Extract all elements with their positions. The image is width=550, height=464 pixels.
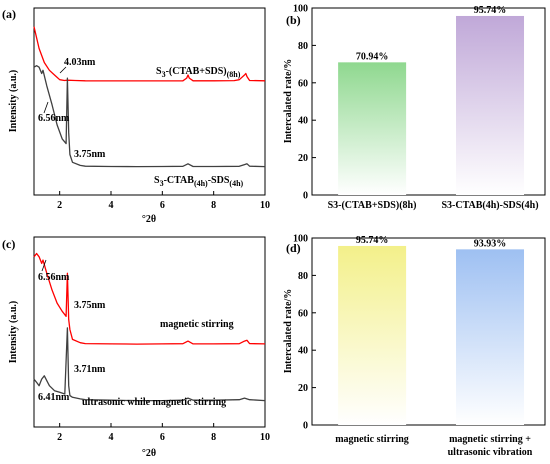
panel-b-y-tick-label: 0 (303, 191, 308, 202)
panel-b-bar-value-label: 95.74% (474, 5, 507, 16)
panel-a-x-tick-label: 6 (160, 200, 165, 211)
panel-d-bar-value-label: 93.93% (474, 238, 507, 249)
panel-d-y-tick-label: 20 (298, 383, 308, 394)
panel-d-y-tick-label: 60 (298, 308, 308, 319)
panel-c-x-tick-label: 8 (211, 432, 216, 443)
panel-c-y-axis-label: Intensity (a.u.) (8, 301, 19, 364)
panel-b-y-tick-label: 40 (298, 116, 308, 127)
panel-a-series-label-red: S3-(CTAB+SDS)(8h) (156, 66, 241, 79)
panel-a-series (33, 26, 266, 168)
panel-b-frame (311, 7, 546, 196)
panel-c-series-line-2 (33, 327, 266, 402)
panel-a-frame (33, 7, 266, 196)
panel-c-annotation-3.75nm: 3.75nm (74, 300, 106, 311)
panel-b-category-label: S3-CTAB(4h)-SDS(4h) (441, 200, 538, 211)
panel-b-bar (456, 15, 525, 195)
panel-c-x-tick-label: 2 (57, 432, 62, 443)
panel-a-x-tick-label: 2 (57, 200, 62, 211)
panel-c-series-label-gray: ultrasonic while magnetic stirring (82, 397, 226, 408)
panel-d-y-tick-label: 80 (298, 271, 308, 282)
panel-d-category-label-line1: magnetic stirring + (449, 434, 531, 445)
panel-d-frame (311, 237, 546, 426)
panel-a-x-axis-label: °2θ (142, 214, 156, 225)
panel-c-x-tick-label: 10 (260, 432, 270, 443)
panel-b-category-label: S3-(CTAB+SDS)(8h) (328, 200, 417, 211)
panel-b-y-axis-label: Intercalated rate/% (283, 59, 294, 144)
panel-d-y-axis-label: Intercalated rate/% (283, 289, 294, 374)
panel-a-x-tick-label: 4 (109, 200, 114, 211)
panel-a-annotation-6.56nm: 6.56nm (38, 113, 70, 124)
panel-c-annotation-3.71nm: 3.71nm (74, 364, 106, 375)
panel-a-xrd-plot: (a) 2 4 6 8 10 Intensity (a.u.) °2θ 4.03nm 6… (2, 7, 270, 225)
panel-d-y-tick-label: 40 (298, 346, 308, 357)
panel-b-bar-chart: (b) 0 20 40 60 80 100 Intercalated rate/% 70.… (283, 4, 546, 211)
panel-d-y-tick-label: 100 (293, 234, 308, 245)
panel-d-bar (456, 249, 525, 425)
panel-a-series-label-gray: S3-CTAB(4h)-SDS(4h) (154, 175, 244, 188)
panel-c-arrow-6.56nm (41, 259, 47, 272)
panel-a-annotation-3.75nm: 3.75nm (74, 149, 106, 160)
panel-c-x-axis-label: °2θ (142, 448, 156, 459)
panel-a-arrow-6.56nm (43, 101, 49, 114)
panel-d-label: (d) (286, 241, 301, 255)
panel-b-y-tick-label: 60 (298, 78, 308, 89)
panel-d-category-label: magnetic stirring (335, 434, 409, 445)
panel-b-y-ticks: 0 20 40 60 80 100 (293, 4, 316, 202)
panel-c-annotation-6.56nm: 6.56nm (38, 272, 70, 283)
panel-b-bar (338, 62, 407, 196)
panel-a-series-line-1 (33, 26, 266, 82)
panel-d-bars: 95.74% 93.93% (338, 235, 525, 425)
panel-a-x-tick-label: 8 (211, 200, 216, 211)
panel-b-bar-value-label: 70.94% (356, 51, 389, 62)
panel-d-bar (338, 245, 407, 425)
panel-d-y-tick-label: 0 (303, 421, 308, 432)
panel-c-series-label-red: magnetic stirring (160, 319, 234, 330)
panel-a-label: (a) (2, 7, 16, 21)
panel-c-x-ticks: 2 4 6 8 10 (57, 423, 270, 443)
panel-d-bar-chart: (d) 0 20 40 60 80 100 Intercalated rate/% 95.… (283, 234, 546, 458)
panel-d-y-ticks: 0 20 40 60 80 100 (293, 234, 316, 432)
panel-b-y-tick-label: 20 (298, 153, 308, 164)
panel-a-x-ticks: 2 4 6 8 10 (57, 191, 270, 211)
panel-b-y-tick-label: 80 (298, 41, 308, 52)
panel-b-y-tick-label: 100 (293, 4, 308, 15)
panel-a-x-tick-label: 10 (260, 200, 270, 211)
panel-c-x-tick-label: 6 (160, 432, 165, 443)
panel-c-label: (c) (2, 237, 15, 251)
panel-c-series-line-1 (33, 252, 266, 345)
panel-d-bar-value-label: 95.74% (356, 235, 389, 246)
panel-a-annotation-4.03nm: 4.03nm (64, 57, 96, 68)
panel-c-series (33, 252, 266, 402)
panel-a-series-line-2 (33, 65, 266, 168)
panel-c-annotation-6.41nm: 6.41nm (38, 392, 70, 403)
panel-c-x-tick-label: 4 (109, 432, 114, 443)
panel-b-bars: 70.94% 95.74% (338, 5, 525, 196)
panel-b-label: (b) (286, 13, 301, 27)
panel-d-category-label-line2: ultrasonic vibration (448, 447, 533, 458)
panel-a-y-axis-label: Intensity (a.u.) (8, 70, 19, 133)
panel-c-xrd-plot: (c) 2 4 6 8 10 Intensity (a.u.) °2θ 6.56nm 3… (2, 236, 270, 459)
panel-c-frame (33, 236, 266, 428)
panel-a-arrow-4.03nm (59, 66, 67, 74)
